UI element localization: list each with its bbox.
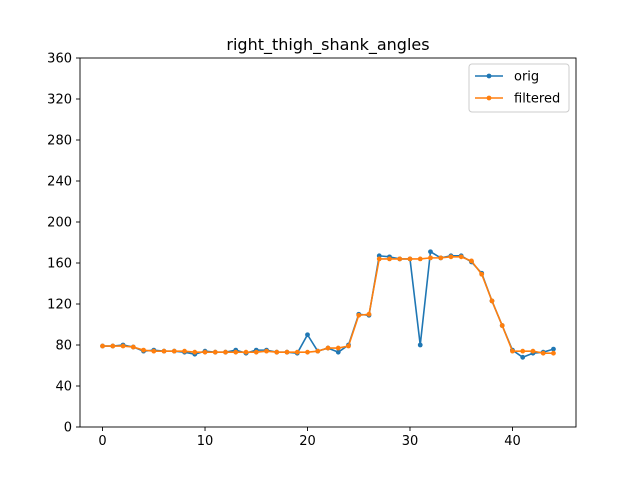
y-tick-label: 280 [47,134,72,149]
data-point-filtered [325,345,331,351]
x-tick-label: 40 [504,434,521,449]
data-point-filtered [448,254,454,260]
legend-label-orig: orig [514,70,539,85]
data-point-orig [335,349,341,355]
data-point-filtered [141,347,146,353]
y-tick-label: 160 [47,257,72,272]
y-tick-label: 320 [47,93,72,108]
data-point-filtered [223,349,228,355]
data-point-orig [551,346,556,352]
data-point-filtered [356,312,362,318]
data-point-orig [305,332,310,338]
plot-background [80,58,576,427]
data-point-filtered [264,348,269,354]
y-tick-label: 360 [47,52,72,67]
y-tick-label: 240 [47,175,72,190]
data-point-filtered [366,311,372,317]
data-point-filtered [551,350,556,356]
data-point-filtered [428,255,433,261]
data-point-filtered [202,349,208,355]
data-point-orig [417,342,423,348]
data-point-filtered [284,349,290,355]
legend-marker-filtered [486,95,492,101]
x-tick-label: 30 [402,434,419,449]
y-tick-label: 80 [55,339,72,354]
y-tick-label: 40 [55,380,72,395]
data-point-filtered [110,343,116,349]
y-tick-label: 120 [47,298,72,313]
data-point-filtered [233,349,239,355]
data-point-filtered [315,348,321,354]
plot-area [80,58,576,427]
data-point-filtered [182,348,187,354]
y-tick-label: 0 [64,421,72,436]
data-point-filtered [479,271,485,277]
x-tick-label: 20 [299,434,316,449]
data-point-filtered [161,348,167,354]
data-point-filtered [120,343,126,349]
data-point-filtered [294,349,300,355]
legend-label-filtered: filtered [514,92,560,107]
data-point-filtered [407,256,413,262]
data-point-filtered [171,348,177,354]
data-point-filtered [540,350,546,356]
data-point-filtered [346,343,351,349]
axes-frame [79,57,577,428]
data-point-filtered [417,256,423,262]
axes: 0 10 20 30 40 0 40 80 120 160 200 240 280 320 360 [47,52,577,449]
data-point-filtered [499,323,505,328]
x-tick-label: 0 [98,434,106,449]
data-point-filtered [376,256,382,262]
chart-title: right_thigh_shank_angles [226,35,429,55]
legend: orig filtered [468,63,570,113]
data-point-filtered [274,349,280,355]
data-point-orig [428,249,433,255]
data-point-filtered [335,345,341,351]
x-tick-label: 10 [197,434,214,449]
data-point-filtered [458,254,464,260]
data-point-filtered [530,348,536,354]
data-point-filtered [212,349,218,355]
data-point-filtered [243,349,249,355]
data-point-filtered [387,256,392,262]
data-point-filtered [151,348,157,354]
data-point-filtered [192,349,198,355]
data-point-filtered [397,256,403,262]
data-point-filtered [130,344,136,350]
data-point-filtered [100,343,105,349]
data-point-filtered [438,255,444,261]
data-point-filtered [469,258,474,264]
legend-marker-orig [486,73,492,79]
data-point-filtered [253,349,259,355]
data-point-filtered [510,348,515,354]
y-tick-label: 200 [47,216,72,231]
data-point-filtered [520,348,526,354]
data-point-filtered [489,298,495,304]
data-point-filtered [305,349,310,355]
data-point-orig [520,354,526,360]
